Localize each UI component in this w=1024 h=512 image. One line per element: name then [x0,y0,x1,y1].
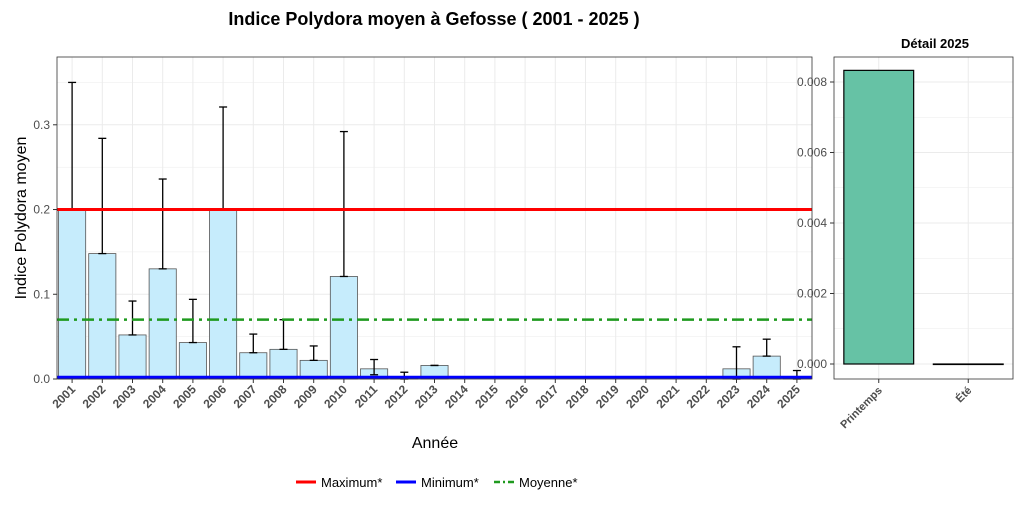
y-axis-label: Indice Polydora moyen [13,137,30,300]
detail-x-tick-label: Printemps [838,385,885,432]
bar-2003 [118,334,147,380]
y-tick-label: 0.1 [33,287,50,301]
x-tick-label: 2004 [140,382,169,411]
x-tick-label: 2025 [774,382,803,411]
x-tick-label: 2024 [744,382,773,411]
detail-y-tick-label: 0.008 [797,75,827,89]
detail-y-tick-label: 0.000 [797,357,827,371]
detail-x-tick-label: Été [953,384,974,405]
x-tick-label: 2020 [623,382,652,411]
x-tick-label: 2008 [261,382,290,411]
legend-label: Minimum* [421,475,479,490]
bar-2010 [329,276,358,380]
x-tick-label: 2013 [412,382,441,411]
chart-title: Indice Polydora moyen à Gefosse ( 2001 -… [228,9,639,29]
x-tick-label: 2023 [714,382,743,411]
y-tick-label: 0.3 [33,118,50,132]
bar-2004 [148,268,177,380]
x-tick-label: 2006 [200,382,229,411]
x-tick-label: 2018 [563,382,592,411]
detail-panel-border [833,56,1014,380]
x-tick-label: 2022 [684,382,713,411]
x-tick-label: 2002 [80,382,109,411]
bar-2001 [58,209,87,380]
detail-plot-area: 0.000 0.002 0.004 0.006 0.008 Printemps Été [797,56,1014,432]
x-tick-label: 2001 [49,382,78,411]
x-tick-label: 2017 [533,382,562,411]
y-tick-label: 0.2 [33,203,50,217]
legend-label: Moyenne* [519,475,578,490]
detail-y-tick-label: 0.004 [797,216,827,230]
x-axis-label: Année [412,435,458,452]
bar-2002 [88,253,117,380]
bar-2007 [239,352,268,380]
x-tick-label: 2012 [382,382,411,411]
detail-bar-été [932,363,1004,366]
bar-2008 [269,348,298,380]
x-tick-label: 2016 [502,382,531,411]
detail-y-tick-label: 0.002 [797,287,827,301]
legend-label: Maximum* [321,475,382,490]
x-tick-label: 2010 [321,382,350,411]
x-tick-label: 2003 [110,382,139,411]
y-tick-label: 0.0 [33,372,50,386]
detail-chart-title: Détail 2025 [901,36,969,51]
x-tick-label: 2009 [291,382,320,411]
bar-2006 [209,209,238,380]
x-tick-label: 2015 [472,382,501,411]
x-tick-label: 2021 [653,382,682,411]
bar-2005 [178,342,207,380]
bar-2024 [752,355,781,380]
legend: Maximum* Minimum* Moyenne* [296,475,578,490]
x-tick-label: 2014 [442,382,471,411]
main-plot-area: 0.0 0.1 0.2 0.3 2001 2002 2003 2004 2005 2006 2007… [33,56,813,411]
detail-y-tick-label: 0.006 [797,146,827,160]
x-tick-label: 2019 [593,382,622,411]
detail-bar-printemps [843,69,915,365]
x-tick-label: 2011 [352,382,381,411]
x-tick-label: 2005 [170,382,199,411]
x-tick-label: 2007 [231,382,260,411]
